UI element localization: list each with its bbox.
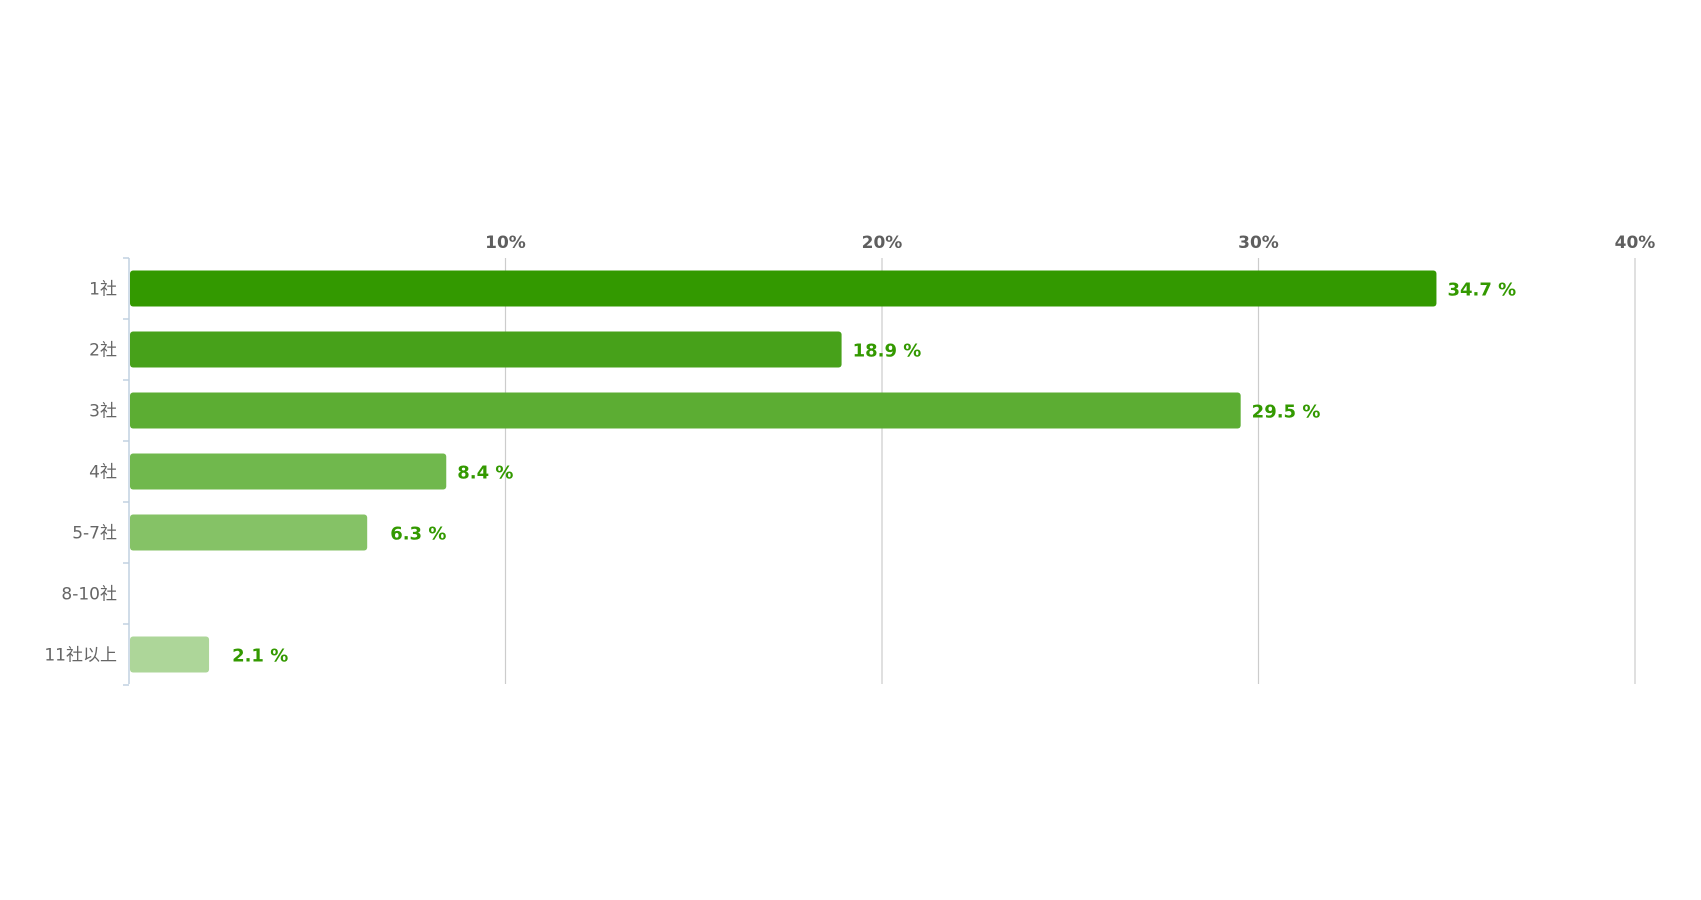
bar xyxy=(130,514,368,551)
bar xyxy=(130,392,1241,429)
x-tick-label: 40% xyxy=(1615,233,1656,253)
category-label: 1社 xyxy=(89,280,117,300)
category-label: 8-10社 xyxy=(61,585,117,605)
category-label: 4社 xyxy=(89,463,117,483)
value-label: 18.9 % xyxy=(853,341,922,362)
value-label: 29.5 % xyxy=(1252,402,1321,423)
category-label: 11社以上 xyxy=(44,646,117,666)
y-axis xyxy=(123,257,130,686)
bar xyxy=(130,270,1437,307)
category-label: 5-7社 xyxy=(72,524,117,544)
value-label: 6.3 % xyxy=(390,524,446,545)
bar xyxy=(130,453,447,490)
category-label: 3社 xyxy=(89,402,117,422)
value-label: 2.1 % xyxy=(232,646,288,667)
bar xyxy=(130,331,842,368)
x-tick-label: 10% xyxy=(485,233,526,253)
value-label: 8.4 % xyxy=(457,463,513,484)
category-labels: 1社 2社 3社 4社 5-7社 8-10社 11社以上 xyxy=(44,280,117,666)
bars xyxy=(130,270,1437,673)
category-label: 2社 xyxy=(89,341,117,361)
x-axis-ticks: 10% 20% 30% 40% xyxy=(485,233,1655,253)
value-label: 34.7 % xyxy=(1447,280,1516,301)
grid-lines xyxy=(504,258,1636,684)
bar xyxy=(130,636,210,673)
x-tick-label: 20% xyxy=(862,233,903,253)
x-tick-label: 30% xyxy=(1238,233,1279,253)
value-labels: 34.7 % 18.9 % 29.5 % 8.4 % 6.3 % 2.1 % xyxy=(232,280,1516,667)
